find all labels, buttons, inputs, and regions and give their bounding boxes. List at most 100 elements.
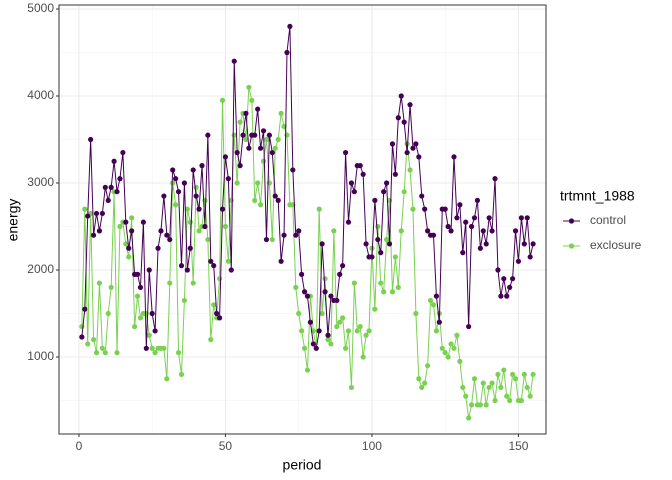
point bbox=[483, 241, 489, 247]
point bbox=[433, 328, 440, 334]
x-tick-label: 50 bbox=[219, 439, 233, 453]
point bbox=[211, 263, 217, 269]
point bbox=[319, 310, 325, 317]
point bbox=[225, 258, 231, 264]
point bbox=[325, 332, 331, 338]
point bbox=[199, 163, 205, 169]
point bbox=[246, 145, 252, 151]
point bbox=[222, 223, 229, 230]
point bbox=[334, 323, 340, 330]
point bbox=[123, 241, 129, 247]
point bbox=[214, 310, 220, 317]
point bbox=[173, 176, 179, 182]
point bbox=[442, 350, 448, 356]
point bbox=[521, 241, 527, 247]
point bbox=[498, 384, 504, 391]
point bbox=[389, 289, 396, 295]
point bbox=[345, 328, 352, 334]
point bbox=[316, 328, 322, 334]
point bbox=[275, 136, 281, 143]
point bbox=[360, 171, 366, 177]
point bbox=[395, 284, 401, 291]
point bbox=[463, 393, 469, 399]
point bbox=[363, 332, 369, 338]
point bbox=[260, 128, 267, 134]
point bbox=[507, 284, 513, 291]
legend-key-point bbox=[568, 218, 575, 224]
point bbox=[512, 228, 519, 234]
point bbox=[129, 228, 135, 234]
legend-label: exclosure bbox=[590, 238, 642, 252]
point bbox=[167, 236, 173, 243]
point bbox=[105, 197, 111, 204]
point bbox=[170, 180, 176, 186]
point bbox=[126, 254, 132, 260]
point bbox=[252, 132, 258, 138]
point bbox=[492, 176, 498, 182]
point bbox=[471, 376, 478, 382]
point bbox=[337, 319, 343, 325]
point bbox=[222, 154, 229, 160]
point bbox=[164, 376, 170, 382]
point bbox=[82, 306, 88, 312]
point bbox=[448, 341, 454, 347]
point bbox=[170, 167, 176, 173]
point bbox=[495, 371, 501, 378]
point bbox=[202, 223, 208, 230]
point bbox=[477, 402, 483, 408]
point bbox=[167, 280, 173, 286]
point bbox=[260, 158, 267, 164]
point bbox=[527, 254, 533, 260]
point bbox=[489, 228, 495, 234]
point bbox=[96, 280, 103, 286]
point bbox=[348, 384, 355, 391]
point bbox=[99, 210, 105, 217]
point bbox=[79, 334, 85, 340]
point bbox=[249, 97, 255, 103]
point bbox=[82, 206, 88, 212]
point bbox=[530, 371, 536, 378]
point bbox=[445, 223, 451, 230]
point bbox=[345, 219, 352, 225]
point bbox=[445, 354, 451, 360]
point bbox=[255, 106, 261, 112]
point bbox=[460, 250, 466, 256]
x-tick-label: 0 bbox=[76, 439, 83, 453]
point bbox=[190, 167, 196, 173]
point bbox=[99, 345, 105, 351]
point bbox=[430, 302, 437, 308]
point bbox=[524, 215, 530, 221]
point bbox=[178, 371, 185, 378]
point bbox=[372, 306, 378, 312]
point bbox=[290, 167, 296, 173]
point bbox=[257, 145, 264, 151]
point bbox=[509, 371, 516, 378]
point bbox=[79, 323, 85, 330]
point bbox=[155, 245, 161, 251]
point bbox=[225, 176, 231, 182]
point bbox=[126, 245, 132, 251]
point bbox=[378, 250, 384, 256]
point bbox=[392, 254, 398, 260]
point bbox=[398, 93, 404, 99]
point bbox=[181, 297, 188, 304]
point bbox=[483, 402, 489, 408]
point bbox=[328, 293, 334, 299]
point bbox=[433, 293, 440, 299]
point bbox=[340, 263, 346, 269]
x-axis-title: period bbox=[283, 457, 322, 473]
point bbox=[515, 258, 522, 264]
point bbox=[269, 149, 275, 156]
point bbox=[328, 341, 334, 347]
point bbox=[436, 319, 442, 325]
point bbox=[216, 276, 223, 282]
point bbox=[307, 319, 314, 325]
point bbox=[319, 241, 325, 247]
point bbox=[85, 213, 91, 219]
point bbox=[175, 350, 182, 356]
point bbox=[398, 228, 404, 234]
point bbox=[90, 337, 97, 343]
point bbox=[407, 167, 413, 173]
point bbox=[93, 210, 100, 217]
point bbox=[407, 102, 413, 108]
